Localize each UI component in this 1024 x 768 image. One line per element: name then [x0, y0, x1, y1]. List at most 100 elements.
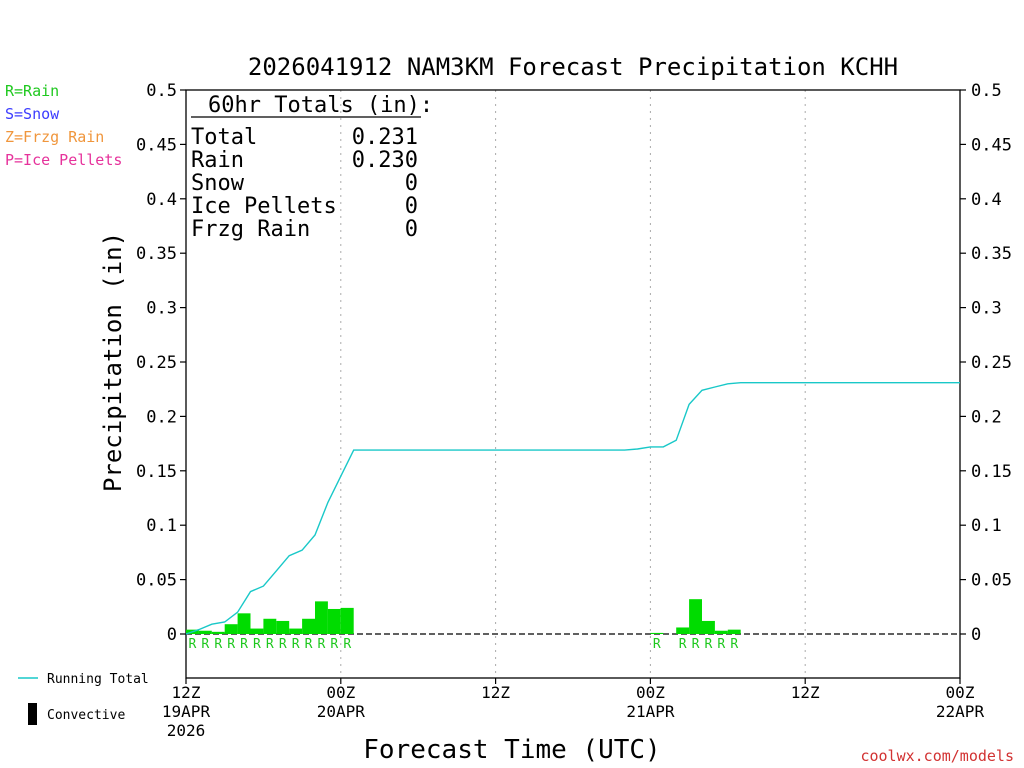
precip-bar	[276, 620, 290, 634]
precip-type-label: R	[279, 637, 287, 652]
precip-bar	[289, 628, 303, 634]
x-tick-label: 22APR	[936, 702, 985, 721]
series-legend-swatch	[28, 703, 37, 725]
totals-row-label: Snow	[191, 171, 245, 196]
totals-row-value: 0.231	[352, 125, 418, 150]
precip-bar	[211, 631, 225, 634]
y-tick-label: 0.35	[971, 244, 1012, 264]
precip-type-label: R	[214, 637, 222, 652]
series-legend-label: Running Total	[47, 672, 149, 687]
precip-bar	[714, 630, 728, 634]
y-tick-label: 0.15	[971, 462, 1012, 482]
precip-type-legend: R=Rain S=Snow Z=Frzg Rain P=Ice Pellets	[5, 82, 122, 169]
totals-row-value: 0	[405, 171, 418, 196]
y-tick-label: 0.15	[136, 462, 177, 482]
precip-bar	[302, 618, 315, 634]
precip-type-legend-item: S=Snow	[5, 105, 60, 123]
y-tick-label: 0.4	[971, 190, 1002, 210]
precip-type-label: R	[717, 637, 725, 652]
y-tick-label: 0.1	[971, 516, 1002, 536]
y-tick-label: 0.3	[146, 299, 177, 319]
credit-text: coolwx.com/models	[860, 747, 1014, 765]
totals-row-value: 0	[405, 217, 418, 242]
x-tick-label: 12Z	[172, 683, 201, 702]
x-tick-label: 12Z	[481, 683, 510, 702]
x-tick-label: 12Z	[791, 683, 820, 702]
precip-type-legend-item: P=Ice Pellets	[5, 151, 122, 169]
precip-type-label: R	[653, 637, 661, 652]
right-y-axis: 0.5 0.45 0.4 0.35 0.3 0.25 0.2 0.15 0.1 0.05 0	[960, 81, 1012, 645]
x-tick-label: 20APR	[317, 702, 366, 721]
precip-bar	[198, 630, 212, 634]
precip-type-label: R	[679, 637, 687, 652]
precip-type-label: R	[227, 637, 235, 652]
totals-row-label: Rain	[191, 148, 244, 173]
precip-type-legend-item: Z=Frzg Rain	[5, 128, 104, 146]
precip-bar	[727, 629, 741, 634]
y-tick-label: 0.45	[136, 135, 177, 155]
precip-type-label: R	[240, 637, 248, 652]
totals-row-label: Ice Pellets	[191, 194, 337, 219]
y-axis-label: Precipitation (in)	[99, 232, 127, 492]
precip-type-label: R	[692, 637, 700, 652]
precip-type-legend-item: R=Rain	[5, 82, 59, 100]
x-tick-label: 00Z	[326, 683, 355, 702]
y-tick-label: 0.1	[146, 516, 177, 536]
precip-type-label: R	[253, 637, 261, 652]
y-tick-label: 0.5	[971, 81, 1002, 101]
y-tick-label: 0.35	[136, 244, 177, 264]
precip-type-label: R	[201, 637, 209, 652]
y-tick-label: 0.45	[971, 135, 1012, 155]
totals-row-value: 0.230	[352, 148, 418, 173]
precip-bar	[327, 608, 341, 634]
y-tick-label: 0.25	[136, 353, 177, 373]
x-tick-label: 21APR	[626, 702, 675, 721]
series-legend-label: Convective	[47, 708, 125, 723]
y-tick-label: 0.25	[971, 353, 1012, 373]
precip-bar	[315, 601, 328, 634]
y-tick-label: 0.5	[146, 81, 177, 101]
precip-type-label: R	[266, 637, 274, 652]
precip-type-label: R	[318, 637, 326, 652]
precip-bar	[263, 618, 277, 634]
y-tick-label: 0.2	[971, 407, 1002, 427]
y-tick-label: 0.05	[136, 571, 177, 591]
vertical-gridlines	[340, 90, 806, 678]
plot-frame	[185, 89, 961, 679]
x-axis-label: Forecast Time (UTC)	[363, 735, 660, 765]
totals-row-label: Frzg Rain	[191, 217, 310, 242]
precip-bar	[676, 627, 690, 634]
precip-bar	[224, 624, 238, 634]
totals-row-value: 0	[405, 194, 418, 219]
x-tick-label: 19APR	[162, 702, 211, 721]
precip-bar	[340, 607, 354, 634]
left-y-axis: 0.5 0.45 0.4 0.35 0.3 0.25 0.2 0.15 0.1 0.05 0	[136, 81, 186, 645]
precip-type-label: R	[330, 637, 338, 652]
precip-bar	[250, 628, 264, 634]
precip-type-label: R	[189, 637, 197, 652]
y-tick-label: 0	[971, 625, 981, 645]
chart-title: 2026041912 NAM3KM Forecast Precipitation…	[248, 53, 898, 81]
precip-type-label: R	[343, 637, 351, 652]
totals-box: 60hr Totals (in): Total 0.231 Rain 0.230 Snow…	[191, 93, 433, 242]
x-tick-label: 00Z	[636, 683, 665, 702]
precip-bar	[237, 613, 251, 634]
precip-type-label: R	[730, 637, 738, 652]
y-tick-label: 0.2	[146, 407, 177, 427]
series-legend: Running Total Convective	[18, 672, 149, 725]
totals-row-label: Total	[191, 125, 257, 150]
precip-bar	[689, 599, 702, 634]
precip-type-label: R	[305, 637, 313, 652]
y-tick-label: 0.05	[971, 571, 1012, 591]
x-tick-label: 2026	[167, 721, 206, 740]
y-tick-label: 0.3	[971, 299, 1002, 319]
running-total-line	[185, 382, 960, 635]
hourly-precip-bars	[186, 599, 741, 634]
precip-type-label: R	[705, 637, 713, 652]
totals-heading: 60hr Totals (in):	[208, 93, 433, 118]
precip-bar	[650, 632, 664, 634]
precip-bar	[702, 620, 715, 634]
